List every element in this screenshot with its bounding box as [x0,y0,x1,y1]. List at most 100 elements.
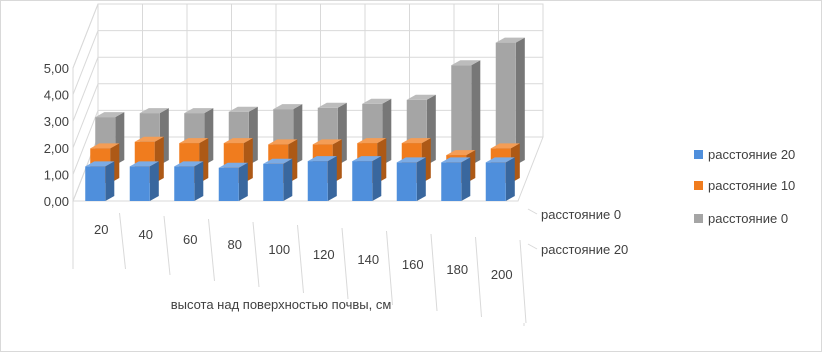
x-tick-label: 140 [357,252,379,267]
gridline-side [72,83,99,148]
gridline-side [72,57,99,122]
bar-top [441,157,471,163]
bar-front [451,65,472,165]
bar-top [451,60,481,66]
y-tick-label: 4,00 [44,88,69,103]
bar-top [223,138,253,144]
bar-side [327,156,337,201]
bar-side [471,60,481,165]
x-tick-separator [475,236,482,318]
bar-top [495,37,525,43]
legend-item: расстояние 20 [694,147,795,162]
bar [85,161,115,201]
bar [352,156,382,201]
bar-side [283,158,293,201]
bar-side [461,157,471,201]
y-tick-label: 3,00 [44,114,69,129]
x-tick-separator [519,239,527,324]
bar-top [317,102,347,108]
x-tick-label: 180 [446,262,468,277]
x-tick-label: 160 [402,257,424,272]
bar-top [85,161,115,167]
bar-top [490,143,520,149]
bar-top [396,157,426,163]
depth-axis-ticks: расстояние 0 расстояние 20 [527,207,628,257]
bar-front [396,162,417,201]
bar-top [90,143,120,149]
x-tick-separator [386,230,393,306]
bar-top [485,157,515,163]
x-tick-separator [119,212,126,270]
bar-top [401,138,431,144]
legend-label: расстояние 10 [708,178,795,193]
x-tick-label: 120 [313,247,335,262]
legend: расстояние 20 расстояние 10 расстояние 0 [694,147,795,226]
depth-tick-label: расстояние 20 [541,242,628,257]
legend-label: расстояние 20 [708,147,795,162]
bar [485,157,515,201]
bar-top [268,139,298,145]
bar-top [218,162,248,168]
legend-label: расстояние 0 [708,211,788,226]
depth-tick [527,208,538,215]
x-tick-label: 60 [183,232,197,247]
x-tick-label: 20 [94,222,108,237]
x-tick-separator [208,218,215,282]
bar-front [352,161,373,201]
x-tick-separator [163,215,171,276]
bar-front [218,167,239,201]
x-tick-label: 100 [268,242,290,257]
bar-top [352,156,382,162]
bar-top [273,104,303,110]
gridline-side [72,110,99,175]
bar-top [228,106,258,112]
bar-top [95,112,125,118]
bar [263,158,293,201]
bar-top [139,108,169,114]
bar [396,157,426,201]
y-tick-label: 0,00 [44,194,69,209]
bar-top [362,98,392,104]
bar-top [134,136,164,142]
depth-tick [527,243,538,250]
bar-side [194,161,204,201]
bars [85,37,525,201]
legend-item: расстояние 10 [694,178,795,193]
bar-top [129,161,159,167]
bar-front [129,166,150,201]
x-tick-label: 40 [139,227,153,242]
bar-side [105,161,115,201]
x-tick-separator [430,233,438,312]
bar [174,161,204,201]
y-axis-ticks: 0,00 1,00 2,00 3,00 4,00 5,00 [44,61,69,209]
x-axis-title: высота над поверхностью почвы, см [171,297,392,312]
bar-side [416,157,426,201]
bar-top [406,94,436,100]
legend-swatch [694,181,703,190]
bar [495,37,525,165]
bar-side [149,161,159,201]
bar-top [312,139,342,145]
gridline-side [72,3,99,69]
bar-front [495,42,516,165]
bar-front [307,161,328,201]
y-tick-label: 5,00 [44,61,69,76]
x-tick-separator [297,224,304,294]
bar-side [505,157,515,201]
bar [451,60,481,165]
bar [129,161,159,201]
bar-front [85,166,106,201]
x-tick-label: 200 [491,267,513,282]
bar-front [441,162,462,201]
bar-top [184,108,214,114]
x-tick-label: 80 [228,237,242,252]
y-tick-label: 1,00 [44,167,69,182]
bar-top [179,138,209,144]
y-tick-label: 2,00 [44,141,69,156]
legend-item: расстояние 0 [694,211,788,226]
depth-tick-label: расстояние 0 [541,207,621,222]
x-tick-separator [341,227,349,300]
bar-top [446,150,476,156]
